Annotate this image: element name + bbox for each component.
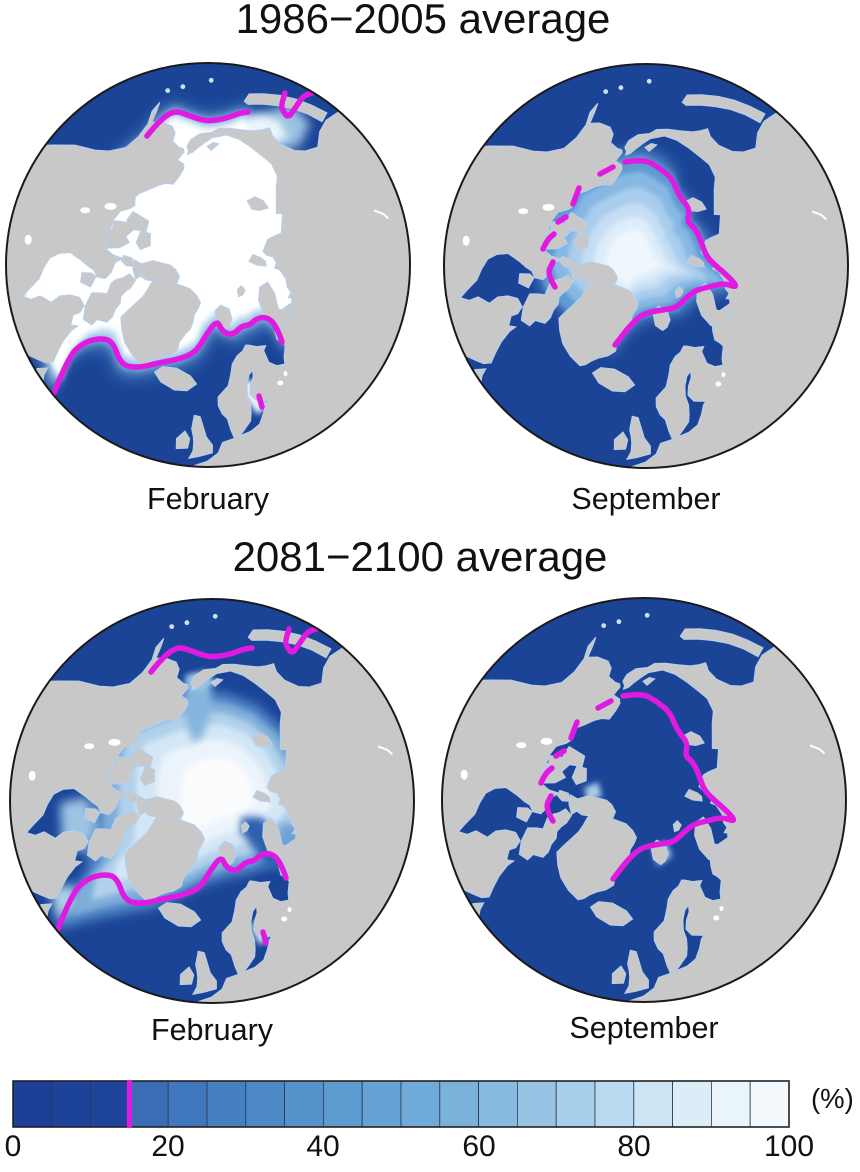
svg-text:February: February	[147, 482, 270, 516]
svg-text:20: 20	[151, 1130, 184, 1163]
svg-text:(%): (%)	[811, 1083, 854, 1114]
svg-text:60: 60	[462, 1130, 495, 1163]
svg-text:2081−2100 average: 2081−2100 average	[233, 533, 608, 580]
svg-text:September: September	[569, 1011, 718, 1045]
svg-text:100: 100	[764, 1130, 814, 1163]
svg-text:1986−2005 average: 1986−2005 average	[236, 0, 611, 42]
svg-text:0: 0	[5, 1130, 22, 1163]
svg-text:September: September	[571, 482, 720, 516]
svg-text:40: 40	[306, 1130, 339, 1163]
svg-text:80: 80	[617, 1130, 650, 1163]
svg-text:February: February	[151, 1013, 274, 1047]
